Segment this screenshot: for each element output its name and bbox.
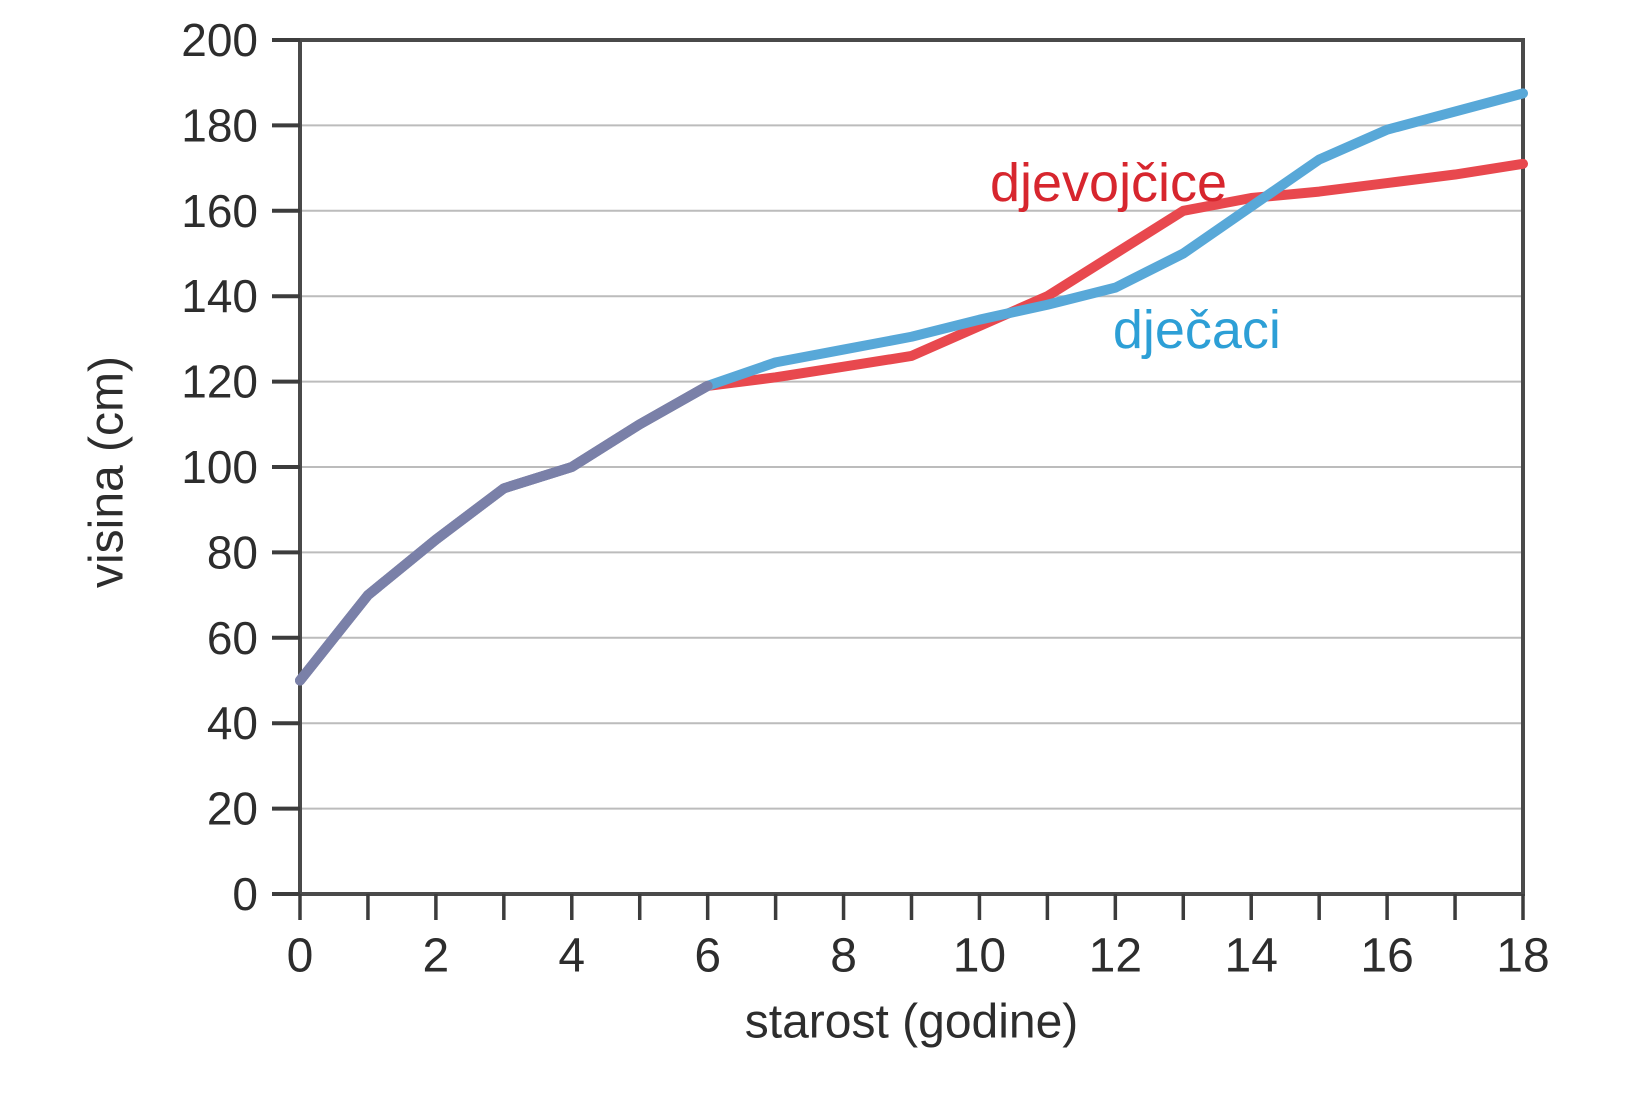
y-tick-label-60: 60 bbox=[207, 612, 258, 664]
y-tick-label-100: 100 bbox=[181, 441, 258, 493]
x-tick-label-10: 10 bbox=[953, 930, 1006, 983]
series-line-overlap-segment bbox=[295, 380, 713, 686]
x-tick-label-16: 16 bbox=[1360, 930, 1413, 983]
y-tick-label-80: 80 bbox=[207, 526, 258, 578]
y-tick-label-20: 20 bbox=[207, 783, 258, 835]
x-tick-label-0: 0 bbox=[287, 930, 314, 983]
x-tick-label-4: 4 bbox=[558, 930, 585, 983]
x-tick-label-14: 14 bbox=[1225, 930, 1278, 983]
y-tick-label-40: 40 bbox=[207, 697, 258, 749]
x-tick-label-6: 6 bbox=[694, 930, 721, 983]
series-label-girls: djevojčice bbox=[989, 153, 1228, 214]
x-tick-label-18: 18 bbox=[1496, 930, 1549, 983]
x-axis-label: starost (godine) bbox=[744, 995, 1079, 1049]
y-tick-label-160: 160 bbox=[181, 185, 258, 237]
series-label-boys: dječaci bbox=[1112, 300, 1281, 361]
y-tick-label-180: 180 bbox=[181, 99, 258, 151]
y-tick-label-0: 0 bbox=[232, 868, 258, 920]
x-tick-label-8: 8 bbox=[830, 930, 857, 983]
x-tick-label-2: 2 bbox=[423, 930, 450, 983]
series-line-girls bbox=[295, 158, 1528, 686]
y-tick-label-200: 200 bbox=[181, 14, 258, 66]
y-tick-label-120: 120 bbox=[181, 356, 258, 408]
y-axis-label: visina (cm) bbox=[80, 355, 134, 589]
y-tick-label-140: 140 bbox=[181, 270, 258, 322]
series-line-boys bbox=[295, 88, 1528, 686]
x-tick-label-12: 12 bbox=[1089, 930, 1142, 983]
